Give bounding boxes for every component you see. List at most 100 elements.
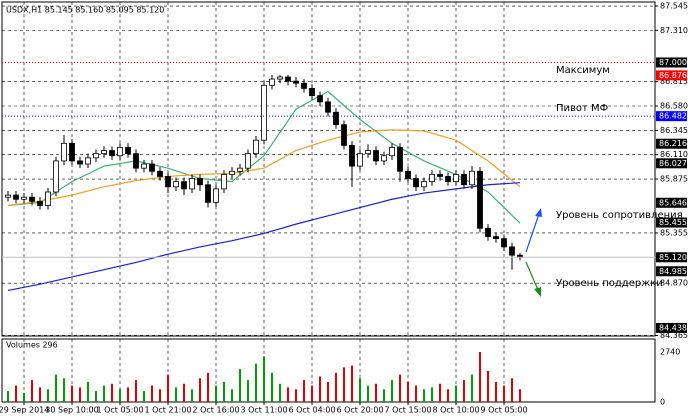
y-tick-label: 86.345 — [660, 126, 688, 135]
candle-body — [237, 167, 243, 172]
y-tick-label: 86.580 — [660, 102, 688, 111]
candle-body — [429, 173, 435, 183]
candle-body — [13, 194, 19, 200]
level-box — [656, 217, 687, 228]
volume-tick-label: 2740 — [660, 348, 680, 357]
candle-body — [125, 147, 131, 155]
main-pane — [1, 1, 656, 337]
y-tick-label: 87.545 — [660, 2, 688, 11]
moving-average — [7, 90, 521, 224]
level-box — [656, 197, 687, 208]
candle-body — [461, 173, 467, 186]
level-label: 84.985 — [659, 267, 687, 276]
x-tick-label: 7 Oct 15:00 — [384, 406, 431, 415]
candle-body — [381, 155, 387, 162]
candle-body — [101, 150, 107, 155]
x-tick-label: 6 Oct 20:00 — [336, 406, 383, 415]
candle-body — [469, 170, 475, 186]
candle-body — [357, 153, 363, 167]
candle-body — [445, 176, 451, 183]
candle-body — [389, 147, 395, 157]
candle-body — [413, 178, 419, 188]
x-tick-label: 1 Oct 05:00 — [96, 406, 143, 415]
candle-body — [493, 236, 499, 240]
candle-body — [269, 78, 275, 86]
annotation: Уровень поддержки — [556, 278, 663, 289]
candle-body — [189, 178, 195, 190]
annotation: Уровень сопротивления — [556, 210, 683, 221]
candle-body — [301, 82, 307, 89]
candle-body — [45, 191, 51, 206]
candle-body — [157, 170, 163, 177]
level-label: 87.000 — [659, 58, 687, 67]
candle-body — [85, 157, 91, 165]
x-tick-label: 1 Oct 21:00 — [144, 406, 191, 415]
level-label: 86.216 — [659, 139, 687, 148]
y-tick-label: 86.815 — [660, 77, 688, 86]
candle-body — [325, 101, 331, 113]
x-tick-label: 6 Oct 04:00 — [288, 406, 335, 415]
candle-body — [141, 163, 147, 169]
candle-body — [253, 139, 259, 155]
level-label: 85.455 — [659, 218, 687, 227]
y-tick-label: 85.355 — [660, 228, 688, 237]
candle-body — [5, 194, 11, 198]
level-label: 86.876 — [659, 71, 687, 80]
candle-body — [149, 163, 155, 172]
candle-body — [133, 153, 139, 169]
candle-body — [93, 153, 99, 159]
candle-body — [509, 246, 515, 256]
y-tick-label: 85.875 — [660, 175, 688, 184]
y-tick-label: 86.110 — [660, 150, 688, 159]
candle-body — [181, 181, 187, 190]
moving-average — [7, 129, 521, 207]
volume-tick-label: 0 — [660, 398, 665, 407]
candle-body — [501, 238, 507, 248]
y-tick-label: 87.310 — [660, 26, 688, 35]
candle-body — [29, 196, 35, 202]
candle-body — [477, 170, 483, 229]
x-tick-label: 9 Oct 05:00 — [480, 406, 527, 415]
arrow-head — [534, 287, 541, 297]
level-box — [656, 70, 687, 81]
x-tick-label: 29 Sep 2014 — [0, 406, 49, 415]
x-tick-label: 30 Sep 10:00 — [45, 406, 98, 415]
candle-body — [21, 196, 27, 200]
candle-body — [277, 76, 283, 80]
candle-body — [285, 76, 291, 82]
candle-body — [117, 147, 123, 157]
candle-body — [205, 184, 211, 203]
candle-body — [453, 173, 459, 183]
candle-body — [197, 178, 203, 186]
y-tick-label: 84.870 — [660, 279, 688, 288]
candle-body — [293, 80, 299, 84]
candle-body — [165, 176, 171, 188]
level-box — [656, 111, 687, 122]
volume-title: Volumes 296 — [6, 341, 58, 350]
level-box — [656, 158, 687, 169]
candle-body — [349, 144, 355, 167]
candle-body — [365, 150, 371, 155]
level-label: 84.438 — [659, 323, 687, 332]
level-label: 85.120 — [659, 253, 687, 262]
candle-body — [53, 160, 59, 193]
x-tick-label: 3 Oct 11:00 — [240, 406, 287, 415]
candle-body — [397, 147, 403, 172]
level-box — [656, 252, 687, 263]
chart-title: USDX,H1 85.145 85.160 85.095 85.120 — [6, 6, 164, 15]
annotation: Максимум — [556, 65, 610, 76]
arrow-head — [535, 208, 542, 217]
candle-body — [245, 153, 251, 169]
annotation: Пивот МФ — [556, 103, 609, 114]
candle-body — [341, 124, 347, 146]
arrow — [525, 213, 540, 253]
level-box — [656, 322, 687, 333]
candle-body — [37, 200, 43, 206]
candle-body — [221, 173, 227, 190]
candle-body — [261, 84, 267, 141]
candle-body — [173, 181, 179, 188]
candle-body — [485, 227, 491, 237]
level-box — [656, 57, 687, 68]
candle-body — [309, 88, 315, 97]
